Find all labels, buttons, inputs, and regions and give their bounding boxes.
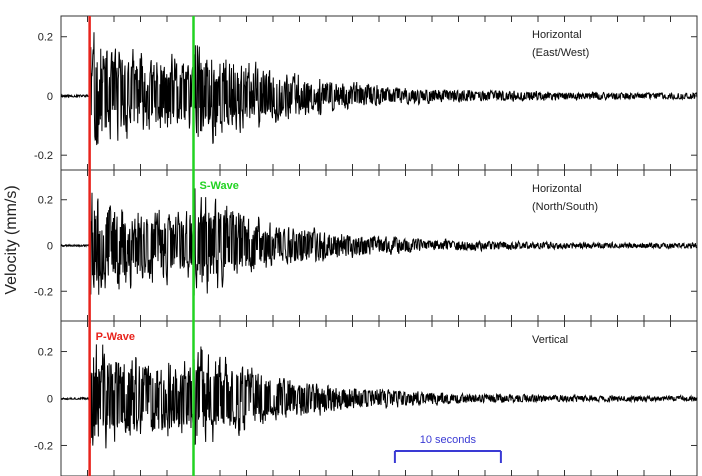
panel-2: 0.2 0 -0.2 Horizontal (North/South) [34, 169, 698, 322]
y-tick-label: -0.2 [34, 286, 53, 298]
y-axis-label: Velocity (mm/s) [3, 185, 20, 294]
y-tick-label: 0.2 [38, 347, 53, 359]
panel-label-line1: Vertical [532, 334, 568, 346]
panel-label-line2: (East/West) [532, 47, 589, 59]
waveform-trace [60, 32, 698, 151]
p-wave-label: P-Wave [96, 331, 135, 343]
panel-label-line2: (North/South) [532, 201, 598, 213]
y-tick-label: 0.2 [38, 32, 53, 44]
panels: 0.2 0 -0.2 Horizontal (East/West) 0.2 0 -0.2 Hor… [34, 15, 698, 476]
panel-label-line1: Horizontal [532, 183, 582, 195]
panel-1: 0.2 0 -0.2 Horizontal (East/West) [34, 15, 698, 171]
y-tick-label: 0 [47, 91, 53, 103]
y-tick-label: 0.2 [38, 195, 53, 207]
y-tick-label: -0.2 [34, 440, 53, 452]
s-wave-label: S-Wave [200, 180, 239, 192]
waveform-trace [60, 188, 698, 296]
y-tick-label: -0.2 [34, 150, 53, 162]
waveform-trace [60, 344, 698, 449]
wave-markers: P-Wave S-Wave [88, 16, 239, 476]
y-tick-label: 0 [47, 394, 53, 406]
scale-bar-label: 10 seconds [420, 434, 477, 446]
time-scale-bar: 10 seconds [393, 434, 502, 463]
panel-3: 0.2 0 -0.2 Vertical [34, 320, 698, 476]
y-tick-label: 0 [47, 241, 53, 253]
panel-label-line1: Horizontal [532, 29, 582, 41]
